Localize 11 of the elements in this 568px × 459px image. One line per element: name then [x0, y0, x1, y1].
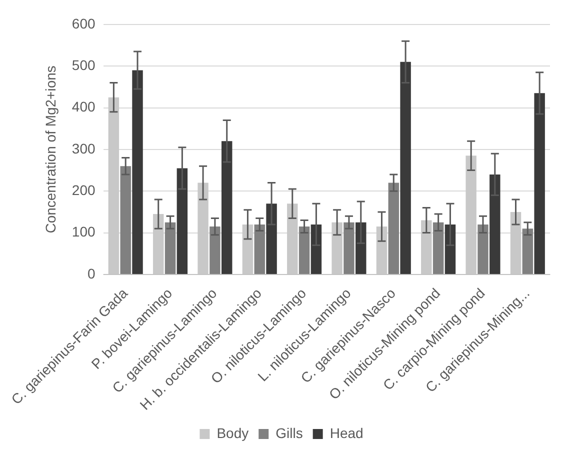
y-tick-label: 300 — [72, 140, 96, 156]
legend-label: Head — [330, 424, 364, 441]
y-tick-label: 100 — [72, 224, 96, 240]
y-tick-label: 500 — [72, 56, 96, 73]
y-axis-title: Concentration of Mg2+ions — [42, 66, 58, 234]
y-tick-label: 0 — [87, 265, 96, 282]
legend-label: Body — [216, 424, 249, 441]
y-tick-label: 600 — [72, 15, 96, 32]
y-tick-label: 200 — [72, 182, 96, 198]
y-tick-label: 400 — [72, 98, 96, 115]
legend-label: Gills — [276, 424, 303, 441]
